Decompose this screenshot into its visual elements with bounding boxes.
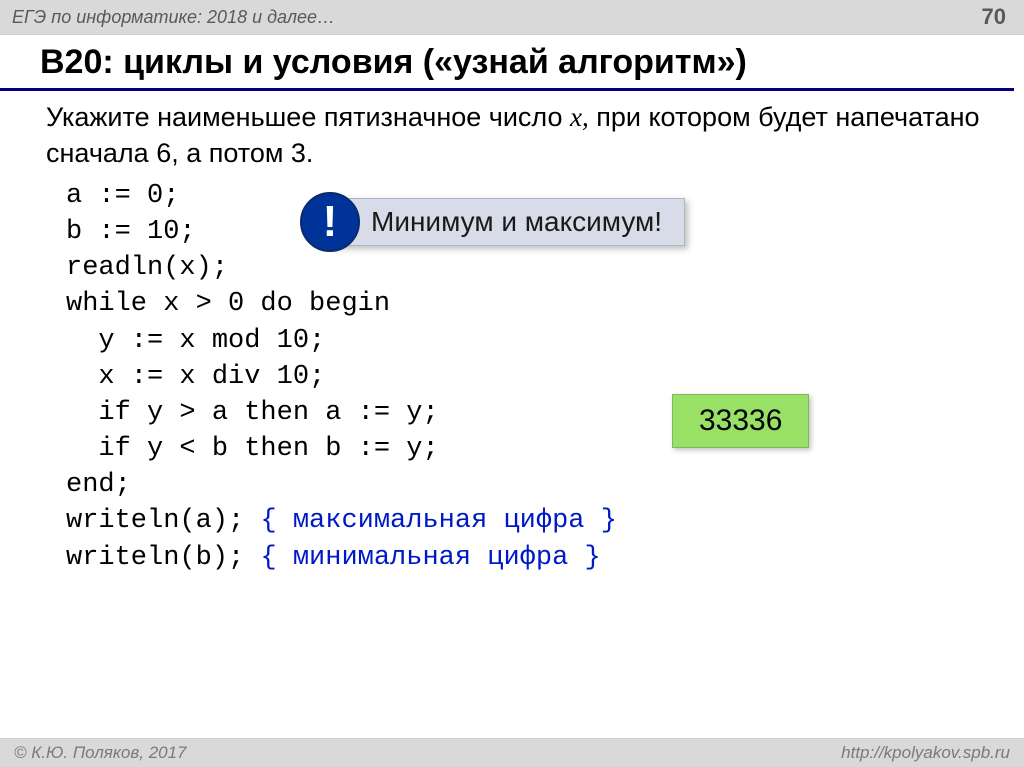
code-line: end; <box>66 470 131 500</box>
task-prefix: Укажите наименьшее пятизначное число <box>46 102 570 132</box>
code-comment-b: { минимальная цифра } <box>260 543 600 573</box>
code-line: readln(x); <box>66 253 228 283</box>
slide-header: ЕГЭ по информатике: 2018 и далее… 70 <box>0 0 1024 35</box>
slide-footer: © К.Ю. Поляков, 2017 http://kpolyakov.sp… <box>0 738 1024 767</box>
code-writeln-a: writeln(a); <box>66 506 260 536</box>
code-line: a := 0; <box>66 181 179 211</box>
code-line: y := x mod 10; <box>66 326 325 356</box>
code-line: x := x div 10; <box>66 362 325 392</box>
footer-copyright: © К.Ю. Поляков, 2017 <box>14 743 187 763</box>
task-variable: x, <box>570 102 589 132</box>
code-line: if y > a then a := y; <box>66 398 439 428</box>
code-line: if y < b then b := y; <box>66 434 439 464</box>
task-description: Укажите наименьшее пятизначное число x, … <box>0 91 1024 176</box>
page-number: 70 <box>982 4 1006 30</box>
footer-url: http://kpolyakov.spb.ru <box>841 743 1010 763</box>
answer-badge: 33336 <box>672 394 809 448</box>
code-line: b := 10; <box>66 217 196 247</box>
hint-text: Минимум и максимум! <box>328 198 685 246</box>
header-title: ЕГЭ по информатике: 2018 и далее… <box>12 7 335 28</box>
code-writeln-b: writeln(b); <box>66 543 260 573</box>
code-line: while x > 0 do begin <box>66 289 390 319</box>
exclamation-icon: ! <box>300 192 360 252</box>
slide-title: B20: циклы и условия («узнай алгоритм») <box>0 35 1014 91</box>
code-comment-a: { максимальная цифра } <box>260 506 616 536</box>
hint-callout: ! Минимум и максимум! <box>300 192 685 252</box>
